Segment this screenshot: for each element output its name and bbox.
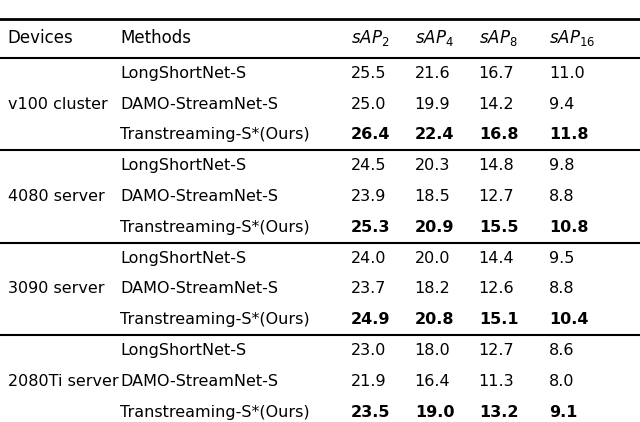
Text: 20.8: 20.8 (415, 312, 454, 327)
Text: 20.3: 20.3 (415, 158, 450, 173)
Text: DAMO-StreamNet-S: DAMO-StreamNet-S (120, 374, 278, 389)
Text: DAMO-StreamNet-S: DAMO-StreamNet-S (120, 281, 278, 296)
Text: Devices: Devices (8, 30, 74, 47)
Text: v100 cluster: v100 cluster (8, 97, 108, 111)
Text: 8.6: 8.6 (549, 343, 575, 358)
Text: DAMO-StreamNet-S: DAMO-StreamNet-S (120, 189, 278, 204)
Text: 21.9: 21.9 (351, 374, 387, 389)
Text: 10.4: 10.4 (549, 312, 589, 327)
Text: 22.4: 22.4 (415, 127, 454, 142)
Text: 24.0: 24.0 (351, 251, 386, 265)
Text: LongShortNet-S: LongShortNet-S (120, 66, 246, 81)
Text: 25.0: 25.0 (351, 97, 386, 111)
Text: Transtreaming-S*(Ours): Transtreaming-S*(Ours) (120, 312, 310, 327)
Text: 8.8: 8.8 (549, 281, 575, 296)
Text: 19.0: 19.0 (415, 405, 454, 419)
Text: Transtreaming-S*(Ours): Transtreaming-S*(Ours) (120, 127, 310, 142)
Text: LongShortNet-S: LongShortNet-S (120, 251, 246, 265)
Text: 16.8: 16.8 (479, 127, 518, 142)
Text: 11.0: 11.0 (549, 66, 585, 81)
Text: 2080Ti server: 2080Ti server (8, 374, 118, 389)
Text: 20.9: 20.9 (415, 220, 454, 235)
Text: $sAP_{8}$: $sAP_{8}$ (479, 28, 517, 49)
Text: 9.4: 9.4 (549, 97, 575, 111)
Text: 11.3: 11.3 (479, 374, 515, 389)
Text: 9.1: 9.1 (549, 405, 577, 419)
Text: 9.8: 9.8 (549, 158, 575, 173)
Text: 16.4: 16.4 (415, 374, 451, 389)
Text: LongShortNet-S: LongShortNet-S (120, 343, 246, 358)
Text: 23.0: 23.0 (351, 343, 386, 358)
Text: 18.5: 18.5 (415, 189, 451, 204)
Text: 25.3: 25.3 (351, 220, 390, 235)
Text: Methods: Methods (120, 30, 191, 47)
Text: 10.8: 10.8 (549, 220, 589, 235)
Text: 14.2: 14.2 (479, 97, 515, 111)
Text: 15.1: 15.1 (479, 312, 518, 327)
Text: 16.7: 16.7 (479, 66, 515, 81)
Text: 18.2: 18.2 (415, 281, 451, 296)
Text: 20.0: 20.0 (415, 251, 450, 265)
Text: 3090 server: 3090 server (8, 281, 104, 296)
Text: 11.8: 11.8 (549, 127, 589, 142)
Text: 14.8: 14.8 (479, 158, 515, 173)
Text: 25.5: 25.5 (351, 66, 386, 81)
Text: 12.7: 12.7 (479, 343, 515, 358)
Text: DAMO-StreamNet-S: DAMO-StreamNet-S (120, 97, 278, 111)
Text: $sAP_{2}$: $sAP_{2}$ (351, 28, 389, 49)
Text: 15.5: 15.5 (479, 220, 518, 235)
Text: Transtreaming-S*(Ours): Transtreaming-S*(Ours) (120, 220, 310, 235)
Text: 26.4: 26.4 (351, 127, 390, 142)
Text: 23.7: 23.7 (351, 281, 386, 296)
Text: 24.5: 24.5 (351, 158, 386, 173)
Text: 24.9: 24.9 (351, 312, 390, 327)
Text: $sAP_{16}$: $sAP_{16}$ (549, 28, 595, 49)
Text: Transtreaming-S*(Ours): Transtreaming-S*(Ours) (120, 405, 310, 419)
Text: 23.5: 23.5 (351, 405, 390, 419)
Text: 19.9: 19.9 (415, 97, 451, 111)
Text: 13.2: 13.2 (479, 405, 518, 419)
Text: 23.9: 23.9 (351, 189, 386, 204)
Text: LongShortNet-S: LongShortNet-S (120, 158, 246, 173)
Text: 4080 server: 4080 server (8, 189, 104, 204)
Text: 8.0: 8.0 (549, 374, 575, 389)
Text: 8.8: 8.8 (549, 189, 575, 204)
Text: 18.0: 18.0 (415, 343, 451, 358)
Text: 9.5: 9.5 (549, 251, 575, 265)
Text: $sAP_{4}$: $sAP_{4}$ (415, 28, 454, 49)
Text: 14.4: 14.4 (479, 251, 515, 265)
Text: 12.7: 12.7 (479, 189, 515, 204)
Text: 12.6: 12.6 (479, 281, 515, 296)
Text: 21.6: 21.6 (415, 66, 451, 81)
